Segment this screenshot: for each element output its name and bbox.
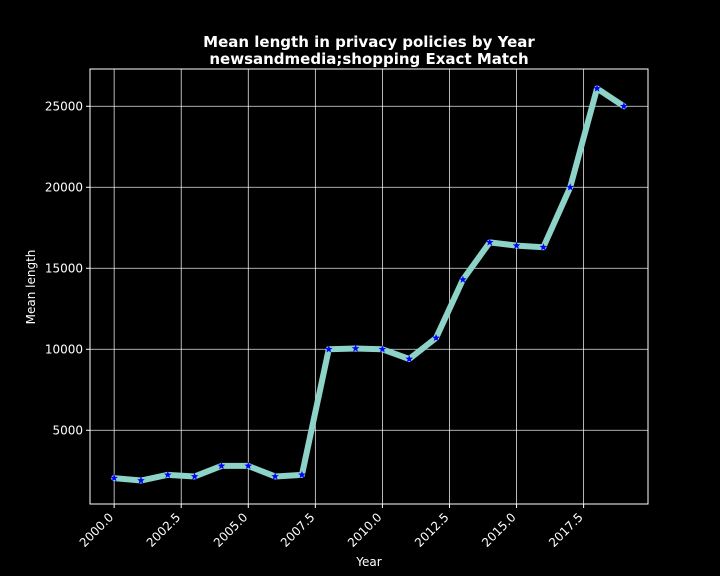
data-point <box>298 470 306 479</box>
data-point <box>271 472 279 480</box>
x-tick-label: 2005.0 <box>211 510 251 550</box>
data-point <box>190 472 199 480</box>
x-tick-label: 2017.5 <box>546 510 586 550</box>
x-tick-label: 2010.0 <box>345 510 385 550</box>
chart-title-line2: newsandmedia;shopping Exact Match <box>209 50 528 68</box>
series-line <box>111 85 627 484</box>
data-series <box>110 84 628 484</box>
data-point <box>512 241 521 249</box>
x-tick-label: 2007.5 <box>278 510 318 550</box>
data-point <box>620 102 628 110</box>
y-axis-label: Mean length <box>24 250 38 325</box>
grid-lines <box>90 69 648 504</box>
data-point <box>566 183 575 191</box>
data-point <box>110 474 118 482</box>
data-point <box>539 243 548 251</box>
data-point <box>405 355 414 363</box>
data-point <box>163 470 172 479</box>
x-tick-label: 2002.5 <box>144 510 184 550</box>
x-tick-label: 2015.0 <box>479 510 519 550</box>
y-tick-label: 5000 <box>52 423 83 437</box>
chart-title-line1: Mean length in privacy policies by Year <box>203 33 535 51</box>
data-point <box>137 476 145 484</box>
data-point <box>432 333 440 342</box>
plot-frame <box>89 68 649 505</box>
x-axis-label: Year <box>355 555 381 569</box>
x-tick-label: 2012.5 <box>412 510 452 550</box>
data-point <box>485 238 494 246</box>
y-tick-label: 25000 <box>45 99 83 113</box>
y-tick-label: 10000 <box>45 342 83 356</box>
data-point <box>351 344 360 352</box>
data-point <box>324 345 333 353</box>
data-point <box>244 461 253 470</box>
data-point <box>459 275 467 283</box>
data-point <box>593 84 601 92</box>
y-tick-label: 15000 <box>45 261 83 275</box>
data-point <box>378 345 387 353</box>
x-tick-label: 2000.0 <box>77 510 117 550</box>
data-point <box>217 461 226 470</box>
y-tick-label: 20000 <box>45 180 83 194</box>
